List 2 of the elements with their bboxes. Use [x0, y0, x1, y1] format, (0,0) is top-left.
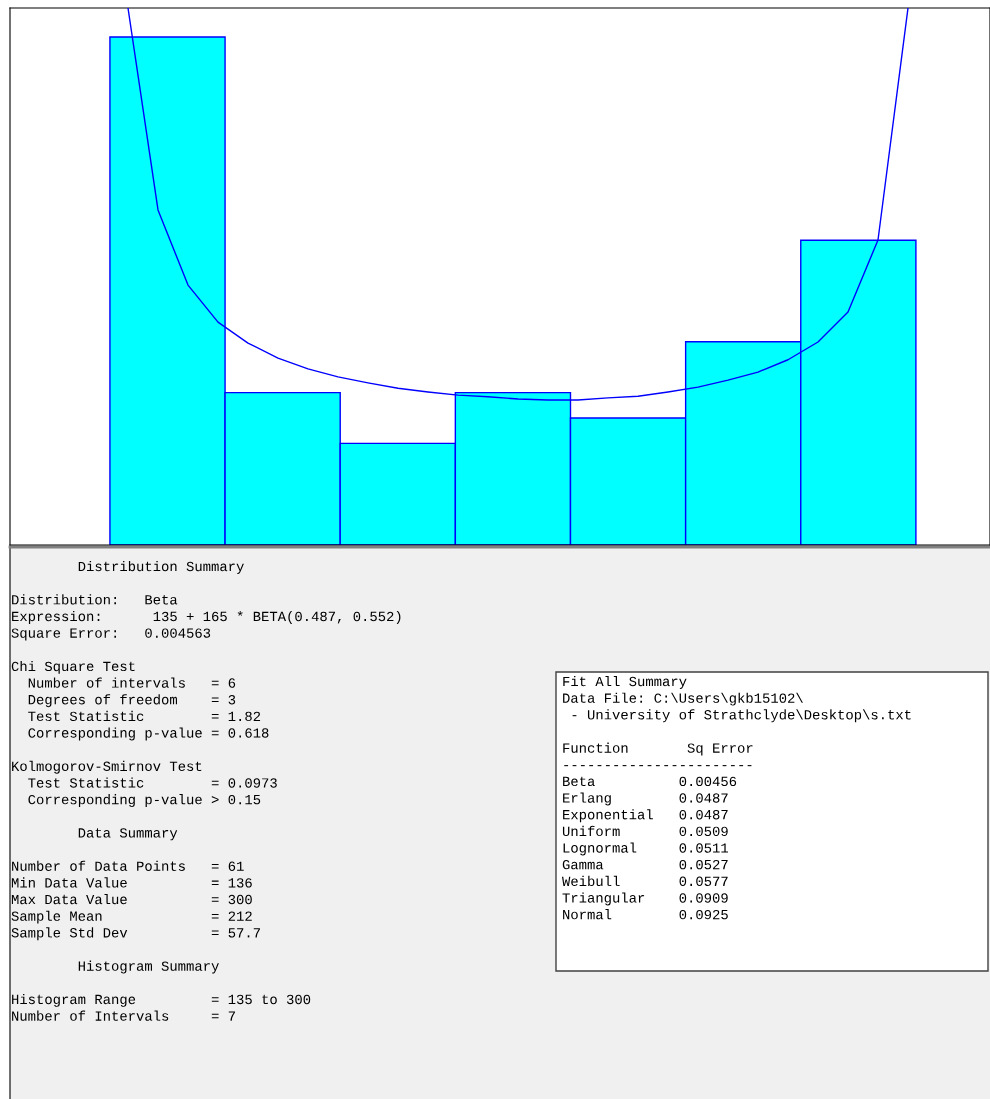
- text: Distribution Summary Distribution: Beta Expression: 135 + 165 * BETA(0.487, 0.552) Square Error: 0.004563 Chi Square Test Number of intervals = 6 Degrees of freedom = 3 Test Statistic = 1.82 Corresponding p-value = 0.618 Kolmogorov-Smirnov Test Test Statistic = 0.0973 Corresponding p-value > 0.15 Data Summary Number of Data Points = 61 Min Data Value = 136 Max Data Value = 300 Sample Mean = 212 Sample Std Dev = 57.7 Histogram Summary Histogram Range = 135 to 300 Number of Intervals = 7: [11, 561, 401, 1021]
- text: Fit All Summary Data File: C:\Users\gkb15102\ - University of Strathclyde\Desktop\s.txt Function Sq Error ----------------------- Beta 0.00456 Erlang 0.0487 Exponential 0.0487 Uniform 0.0509 Lognormal 0.0511 Gamma 0.0527 Weibull 0.0577 Triangular 0.0909 Normal 0.0925: [562, 676, 911, 920]
